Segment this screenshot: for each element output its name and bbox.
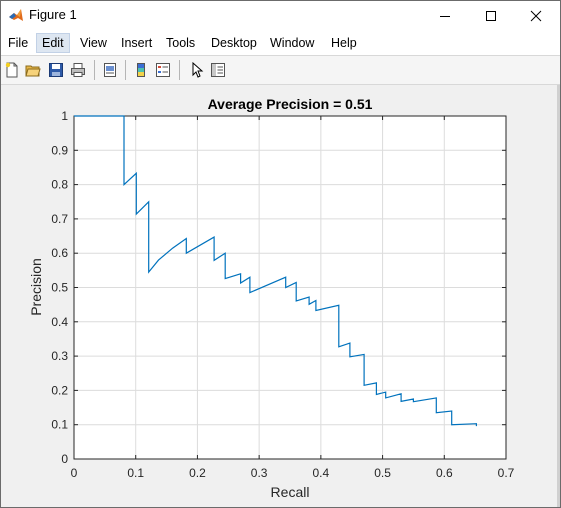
precision-recall-line (74, 115, 477, 427)
pointer-icon (192, 62, 204, 78)
menu-view[interactable]: View (80, 36, 107, 50)
print-preview-icon (104, 63, 116, 77)
minimize-button[interactable] (422, 1, 468, 31)
x-tick-label: 0.2 (189, 466, 206, 480)
new-figure-button[interactable] (2, 60, 22, 80)
x-tick-label: 0.6 (436, 466, 453, 480)
toolbar-separator (94, 60, 95, 80)
x-tick-label: 0 (71, 466, 78, 480)
y-tick-label: 0 (61, 452, 68, 466)
maximize-icon (486, 11, 496, 21)
figure-canvas[interactable]: 0 0.1 0.2 0.3 0.4 0.5 0.6 0.7 0 0.1 0.2 0.3 0.4 0.5 0… (1, 85, 560, 507)
y-tick-label: 0.2 (51, 383, 68, 397)
legend-icon (156, 63, 170, 77)
y-tick-label: 0.8 (51, 178, 68, 192)
y-tick-label: 1 (61, 109, 68, 123)
y-tick-label: 0.4 (51, 315, 68, 329)
window-title: Figure 1 (29, 7, 77, 22)
menu-insert[interactable]: Insert (121, 36, 153, 50)
menu-tools[interactable]: Tools (166, 36, 196, 50)
print-icon (71, 63, 85, 77)
print-preview-button[interactable] (100, 60, 120, 80)
toolbar-separator (179, 60, 180, 80)
menu-desktop[interactable]: Desktop (211, 36, 257, 50)
minimize-icon (440, 16, 450, 17)
menu-file[interactable]: File (8, 36, 29, 50)
menu-edit[interactable]: Edit (36, 33, 70, 53)
matlab-icon (8, 7, 24, 23)
x-tick-label: 0.5 (374, 466, 391, 480)
x-tick-label: 0.3 (251, 466, 268, 480)
x-tick-label: 0.7 (498, 466, 515, 480)
y-tick-label: 0.9 (51, 143, 68, 157)
menu-window[interactable]: Window (270, 36, 315, 50)
legend-button[interactable] (153, 60, 173, 80)
y-axis-label: Precision (28, 258, 44, 316)
y-tick-labels: 0 0.1 0.2 0.3 0.4 0.5 0.6 0.7 0.8 0.9 1 (51, 109, 68, 466)
x-tick-label: 0.4 (313, 466, 330, 480)
maximize-button[interactable] (468, 1, 514, 31)
x-tick-labels: 0 0.1 0.2 0.3 0.4 0.5 0.6 0.7 (71, 466, 515, 480)
figure-toolbar (1, 55, 560, 85)
y-tick-label: 0.5 (51, 281, 68, 295)
y-tick-label: 0.7 (51, 212, 68, 226)
new-figure-icon (5, 62, 18, 78)
save-icon (49, 63, 63, 77)
pointer-button[interactable] (187, 60, 207, 80)
chart-title: Average Precision = 0.51 (208, 96, 373, 112)
menu-bar: File Edit View Insert Tools Desktop Wind… (1, 31, 560, 81)
property-editor-button[interactable] (208, 60, 228, 80)
y-tick-label: 0.6 (51, 246, 68, 260)
save-button[interactable] (46, 60, 66, 80)
pr-curve-plot[interactable]: 0 0.1 0.2 0.3 0.4 0.5 0.6 0.7 00.10.20.30.40.50… (1, 85, 557, 507)
title-bar[interactable]: Figure 1 (1, 1, 560, 31)
open-file-icon (25, 65, 41, 77)
axis-ticks (73, 115, 507, 460)
colorbar-icon (137, 63, 145, 77)
open-file-button[interactable] (23, 60, 43, 80)
toolbar-separator (125, 60, 126, 80)
y-tick-label: 0.1 (51, 418, 68, 432)
close-icon (530, 10, 542, 22)
colorbar-button[interactable] (131, 60, 151, 80)
y-tick-label: 0.3 (51, 349, 68, 363)
window-edge (557, 85, 560, 507)
x-axis-label: Recall (271, 484, 310, 500)
print-button[interactable] (68, 60, 88, 80)
x-tick-label: 0.1 (127, 466, 144, 480)
close-button[interactable] (513, 1, 559, 31)
property-editor-icon (211, 63, 225, 77)
menu-help[interactable]: Help (331, 36, 357, 50)
